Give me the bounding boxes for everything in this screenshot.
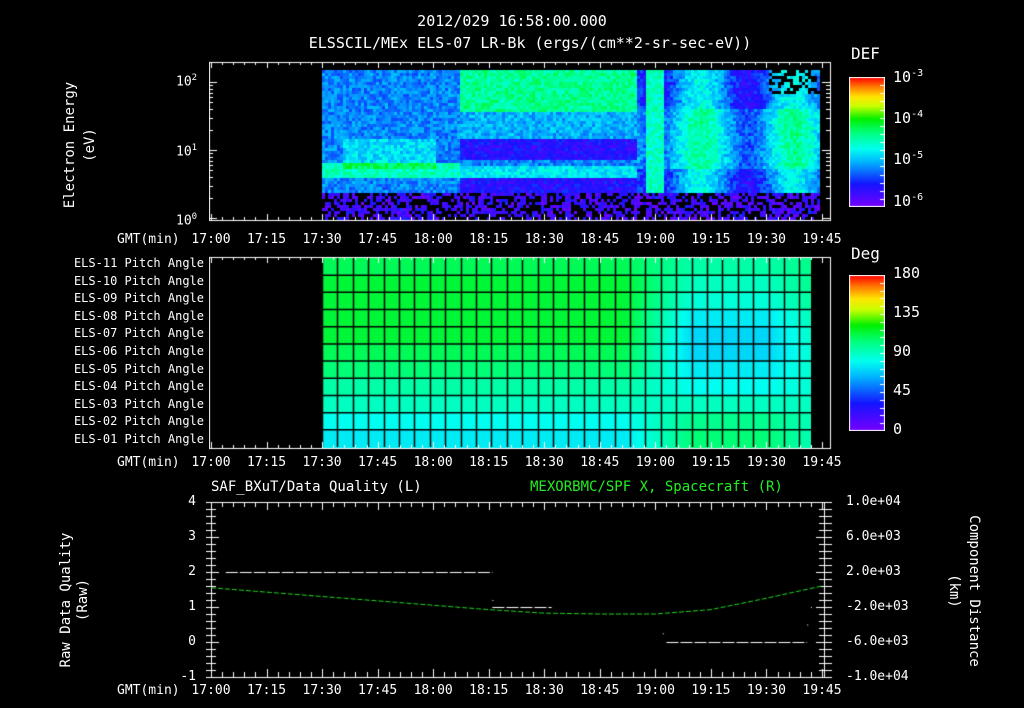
- xaxis-tick-label: 17:00: [191, 232, 231, 247]
- ytick-right: 6.0e+03: [846, 529, 901, 544]
- cb1-tick: 10-5: [893, 150, 924, 168]
- xaxis-tick-label: 18:15: [469, 683, 509, 698]
- ytick-left: 4: [188, 494, 196, 509]
- cb2-tick: 180: [893, 264, 921, 282]
- xaxis-tick-label: 17:45: [358, 683, 398, 698]
- xaxis-tick-label: 17:30: [302, 232, 342, 247]
- cb1-tick: 10-3: [893, 68, 924, 86]
- cb2-tick: 90: [893, 342, 912, 360]
- xaxis-tick-label: 19:30: [746, 683, 787, 698]
- ytick-left: -1: [180, 669, 196, 684]
- xaxis-tick-label: 19:45: [802, 232, 842, 247]
- xaxis-tick-label: 19:15: [691, 232, 731, 247]
- ytick-right: -6.0e+03: [846, 634, 909, 649]
- pitch-row-label: ELS-11 Pitch Angle: [73, 256, 204, 270]
- panel2-colorbar-title: Deg: [851, 244, 880, 263]
- xaxis-tick-label: 18:45: [580, 232, 620, 247]
- ytick-right: 1.0e+04: [846, 494, 901, 509]
- cb2-tick: 45: [893, 381, 912, 399]
- pitch-row-label: ELS-09 Pitch Angle: [73, 291, 204, 306]
- panel1-ylabel: Electron Energy: [62, 81, 78, 209]
- xaxis-label: GMT(min): [117, 683, 180, 698]
- pitch-angle-plot: [209, 255, 833, 450]
- xaxis-tick-label: 17:45: [358, 232, 398, 247]
- cb1-tick: 10-4: [893, 109, 924, 127]
- xaxis-tick-label: 17:30: [302, 683, 342, 698]
- xaxis-tick-label: 18:15: [469, 455, 509, 470]
- ytick-10e0: 100: [176, 212, 198, 229]
- xaxis-tick-label: 17:30: [302, 455, 342, 470]
- xaxis-tick-label: 17:15: [246, 683, 287, 698]
- panel3-left-title: SAF_BXuT/Data Quality (L): [211, 479, 422, 495]
- ytick-left: 1: [188, 599, 196, 614]
- panel1-colorbar-title: DEF: [851, 44, 880, 63]
- xaxis-tick-label: 17:00: [191, 455, 231, 470]
- panel1-title: ELSSCIL/MEx ELS-07 LR-Bk (ergs/(cm**2-sr…: [308, 34, 752, 52]
- pitch-row-label: ELS-08 Pitch Angle: [73, 308, 204, 323]
- pitch-row-label: ELS-07 Pitch Angle: [73, 326, 204, 341]
- xaxis-tick-label: 19:30: [746, 455, 787, 470]
- panel3-ylabel-left: Raw Data Quality: [58, 532, 74, 668]
- xaxis-tick-label: 17:45: [358, 455, 398, 470]
- xaxis-tick-label: 18:45: [580, 455, 620, 470]
- ytick-10e1: 101: [176, 143, 198, 160]
- ytick-right: -2.0e+03: [846, 599, 909, 614]
- cb2-tick: 0: [893, 420, 903, 438]
- pitch-row-label: ELS-06 Pitch Angle: [73, 344, 204, 358]
- xaxis-tick-label: 19:00: [635, 683, 675, 698]
- xaxis-tick-label: 18:00: [413, 455, 453, 470]
- xaxis-tick-label: 17:00: [191, 683, 231, 698]
- pitch-row-label: ELS-01 Pitch Angle: [73, 432, 204, 446]
- data-quality-plot: [206, 495, 836, 685]
- xaxis-label: GMT(min): [117, 455, 180, 470]
- xaxis-tick-label: 19:30: [746, 232, 787, 247]
- ytick-left: 0: [188, 634, 196, 649]
- xaxis-label: GMT(min): [117, 232, 180, 247]
- xaxis-tick-label: 18:30: [524, 232, 564, 247]
- pitch-row-label: ELS-02 Pitch Angle: [73, 414, 204, 429]
- panel3-ylabel-right: Component Distance: [966, 515, 982, 667]
- xaxis-tick-label: 19:15: [691, 683, 731, 698]
- cb1-tick: 10-6: [893, 192, 924, 210]
- def-colorbar: [849, 77, 885, 207]
- xaxis-tick-label: 19:00: [635, 232, 675, 247]
- xaxis-tick-label: 18:30: [524, 683, 564, 698]
- panel3-yunit-left: (Raw): [75, 578, 91, 622]
- xaxis-tick-label: 18:00: [413, 232, 453, 247]
- ytick-right: -1.0e+04: [846, 669, 909, 684]
- pitch-row-label: ELS-05 Pitch Angle: [73, 361, 204, 376]
- energy-spectrogram-plot: [209, 60, 833, 222]
- deg-colorbar: [849, 275, 885, 431]
- panel1-yunit: (eV): [82, 128, 98, 162]
- ytick-left: 2: [188, 564, 196, 579]
- xaxis-tick-label: 18:45: [580, 683, 620, 698]
- pitch-row-label: ELS-04 Pitch Angle: [73, 379, 204, 394]
- pitch-row-label: ELS-10 Pitch Angle: [73, 273, 204, 288]
- xaxis-tick-label: 17:15: [246, 455, 287, 470]
- xaxis-tick-label: 19:45: [802, 683, 842, 698]
- xaxis-tick-label: 19:00: [635, 455, 675, 470]
- ytick-left: 3: [188, 529, 196, 544]
- xaxis-tick-label: 18:15: [469, 232, 509, 247]
- ytick-10e2: 102: [176, 73, 198, 90]
- pitch-row-label: ELS-03 Pitch Angle: [73, 396, 204, 411]
- xaxis-tick-label: 17:15: [246, 232, 287, 247]
- xaxis-tick-label: 18:00: [413, 683, 453, 698]
- cb2-tick: 135: [893, 303, 921, 321]
- timestamp-title: 2012/029 16:58:00.000: [417, 12, 607, 30]
- ytick-right: 2.0e+03: [846, 564, 901, 579]
- panel3-right-title: MEXORBMC/SPF X, Spacecraft (R): [530, 479, 783, 495]
- xaxis-tick-label: 19:45: [802, 455, 842, 470]
- xaxis-tick-label: 18:30: [524, 455, 564, 470]
- panel3-yunit-right: (km): [946, 574, 962, 608]
- xaxis-tick-label: 19:15: [691, 455, 731, 470]
